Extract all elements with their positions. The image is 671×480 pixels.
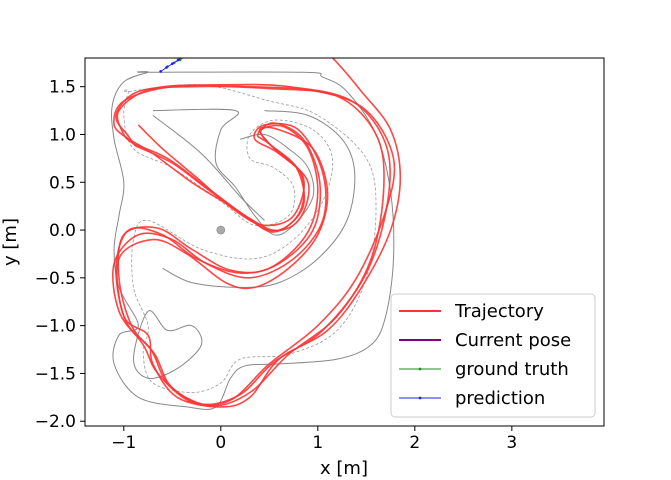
track-inner-boundary-3 xyxy=(132,310,203,379)
legend-item-ground-truth: ground truth xyxy=(399,359,569,380)
y-tick-label: −2.0 xyxy=(35,412,76,432)
legend-label: prediction xyxy=(455,388,545,409)
legend-item-prediction: prediction xyxy=(399,388,545,409)
prediction-point xyxy=(159,70,162,73)
y-tick-label: −0.5 xyxy=(35,269,76,289)
x-axis-label: x [m] xyxy=(320,458,368,479)
legend: Trajectory Current pose ground truth predic… xyxy=(390,293,596,418)
prediction-point xyxy=(171,62,174,66)
y-tick-label: 1.0 xyxy=(49,125,76,145)
y-tick-label: −1.0 xyxy=(35,317,76,337)
y-tick-label: 0.5 xyxy=(49,173,76,193)
x-tick-label: 0 xyxy=(215,433,226,453)
track-diagonal-lane xyxy=(152,115,265,221)
legend-marker xyxy=(418,367,422,371)
axes-frame xyxy=(84,57,605,427)
track-inner-boundary xyxy=(152,108,315,236)
legend-item-current-pose: Current pose xyxy=(399,330,571,351)
legend-label: Current pose xyxy=(455,330,571,351)
y-axis-label: y [m] xyxy=(0,218,21,266)
legend-box xyxy=(390,293,596,418)
legend-label: ground truth xyxy=(455,359,569,380)
y-tick-label: 1.5 xyxy=(49,78,76,98)
trajectory-lap-1 xyxy=(116,58,402,408)
series-layer xyxy=(112,58,402,408)
x-ticks: −1 0 1 2 3 xyxy=(111,426,517,453)
x-tick-label: −1 xyxy=(111,433,136,453)
trajectory-lap-4 xyxy=(115,85,385,407)
track-dashed-centerline xyxy=(123,84,377,393)
x-tick-label: 2 xyxy=(409,433,420,453)
x-tick-label: 1 xyxy=(312,433,323,453)
trajectory-lap-3 xyxy=(115,83,391,406)
legend-marker xyxy=(418,396,422,400)
prediction-point xyxy=(176,58,180,62)
track-center-marker xyxy=(216,225,226,235)
legend-label: Trajectory xyxy=(454,301,544,322)
prediction-point xyxy=(165,66,168,69)
track-inner-boundary-2 xyxy=(162,110,356,288)
y-ticks: −2.0 −1.5 −1.0 −0.5 0.0 0.5 1.0 1.5 xyxy=(35,78,85,432)
x-tick-label: 3 xyxy=(506,433,517,453)
y-tick-label: −1.5 xyxy=(35,364,76,384)
legend-item-trajectory: Trajectory xyxy=(399,301,544,322)
y-tick-label: 0.0 xyxy=(49,221,76,241)
